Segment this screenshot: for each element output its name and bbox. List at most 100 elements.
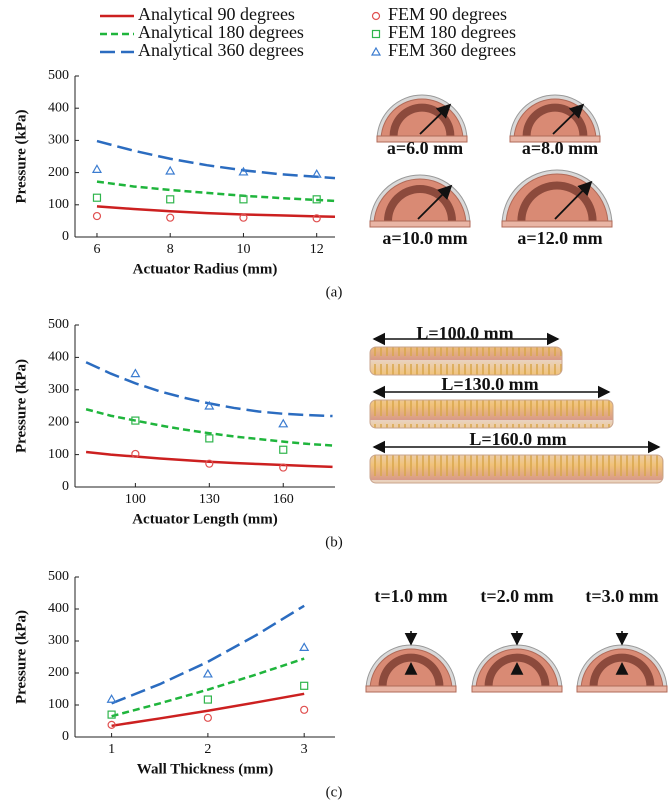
series-line xyxy=(85,361,333,418)
y-axis-title: Pressure (kPa) xyxy=(13,610,29,704)
caption: (b) xyxy=(325,534,343,550)
annotation: a=6.0 mm xyxy=(387,138,463,158)
tube xyxy=(369,346,563,376)
x-tick-label: 8 xyxy=(167,242,174,257)
annotation: t=3.0 mm xyxy=(585,586,658,606)
x-tick-label: 1 xyxy=(108,742,115,757)
marker xyxy=(239,213,248,222)
series-line xyxy=(111,604,305,705)
series-line xyxy=(96,139,336,180)
arrow xyxy=(417,184,453,220)
tube xyxy=(369,454,664,484)
arrow xyxy=(552,103,585,135)
dome-base xyxy=(365,685,457,693)
annotation: L=130.0 mm xyxy=(441,374,538,394)
y-tick-label: 200 xyxy=(48,165,69,180)
marker xyxy=(107,720,116,729)
marker xyxy=(165,165,176,175)
marker xyxy=(205,434,214,443)
legend-label: FEM 90 degrees xyxy=(388,4,507,24)
series-line xyxy=(96,205,336,218)
annotation: t=1.0 mm xyxy=(374,586,447,606)
y-tick-label: 300 xyxy=(48,133,69,148)
y-tick-label: 400 xyxy=(48,601,69,616)
marker xyxy=(203,695,212,704)
dome-chamber xyxy=(589,653,655,686)
y-tick-label: 100 xyxy=(48,197,69,212)
x-tick-label: 10 xyxy=(236,242,250,257)
dome-chamber xyxy=(517,181,597,221)
y-tick-label: 200 xyxy=(48,414,69,429)
marker xyxy=(312,195,321,204)
tube xyxy=(369,399,614,429)
annotation: a=12.0 mm xyxy=(517,228,602,248)
dome-base xyxy=(576,685,668,693)
series-line xyxy=(85,408,333,447)
legend-label: FEM 360 degrees xyxy=(388,40,516,60)
y-axis-title: Pressure (kPa) xyxy=(13,109,29,203)
marker xyxy=(299,642,310,651)
marker xyxy=(202,668,213,678)
x-tick-label: 160 xyxy=(273,492,294,507)
dome-base xyxy=(509,135,601,143)
annotation: a=10.0 mm xyxy=(382,228,467,248)
y-axis-title: Pressure (kPa) xyxy=(13,359,29,453)
marker xyxy=(107,710,116,719)
marker xyxy=(311,169,322,178)
marker xyxy=(91,164,103,173)
x-tick-label: 3 xyxy=(301,742,308,757)
marker xyxy=(279,445,288,454)
x-tick-label: 12 xyxy=(310,242,324,257)
x-tick-label: 2 xyxy=(204,742,211,757)
y-tick-label: 0 xyxy=(62,479,69,494)
y-tick-label: 500 xyxy=(48,68,69,83)
marker xyxy=(203,713,212,722)
y-tick-label: 500 xyxy=(48,317,69,332)
dome-base xyxy=(369,220,471,228)
y-tick-label: 0 xyxy=(62,229,69,244)
y-tick-label: 400 xyxy=(48,350,69,365)
y-tick-label: 200 xyxy=(48,665,69,680)
marker xyxy=(238,166,249,176)
marker xyxy=(370,46,382,56)
marker xyxy=(92,211,102,221)
dome-chamber xyxy=(484,653,550,686)
arrow xyxy=(419,103,452,135)
x-tick-label: 130 xyxy=(199,492,220,507)
marker xyxy=(312,214,321,223)
marker xyxy=(130,368,141,378)
marker xyxy=(106,694,117,703)
y-tick-label: 300 xyxy=(48,633,69,648)
y-tick-label: 0 xyxy=(62,729,69,744)
marker xyxy=(205,459,214,468)
marker xyxy=(166,195,175,204)
dome-base xyxy=(501,220,613,228)
y-tick-label: 100 xyxy=(48,447,69,462)
dome-base xyxy=(471,685,563,693)
y-tick-label: 300 xyxy=(48,382,69,397)
marker xyxy=(92,193,102,202)
arrow xyxy=(554,180,593,220)
x-tick-label: 100 xyxy=(125,492,146,507)
series-line xyxy=(96,180,336,203)
marker xyxy=(239,195,248,204)
marker xyxy=(279,463,288,472)
series-line xyxy=(85,450,333,469)
x-tick-label: 6 xyxy=(93,242,100,257)
dome-chamber xyxy=(378,653,444,686)
caption: (a) xyxy=(326,284,343,300)
annotation: a=8.0 mm xyxy=(522,138,598,158)
marker xyxy=(166,213,175,222)
marker xyxy=(371,11,381,21)
x-axis-title: Wall Thickness (mm) xyxy=(137,761,273,777)
marker xyxy=(131,449,140,459)
marker xyxy=(204,400,215,410)
y-tick-label: 400 xyxy=(48,100,69,115)
y-tick-label: 500 xyxy=(48,569,69,584)
marker xyxy=(300,705,309,714)
x-axis-title: Actuator Length (mm) xyxy=(132,511,278,527)
annotation: L=160.0 mm xyxy=(469,429,566,449)
caption: (c) xyxy=(326,784,343,800)
x-axis-title: Actuator Radius (mm) xyxy=(133,261,278,277)
